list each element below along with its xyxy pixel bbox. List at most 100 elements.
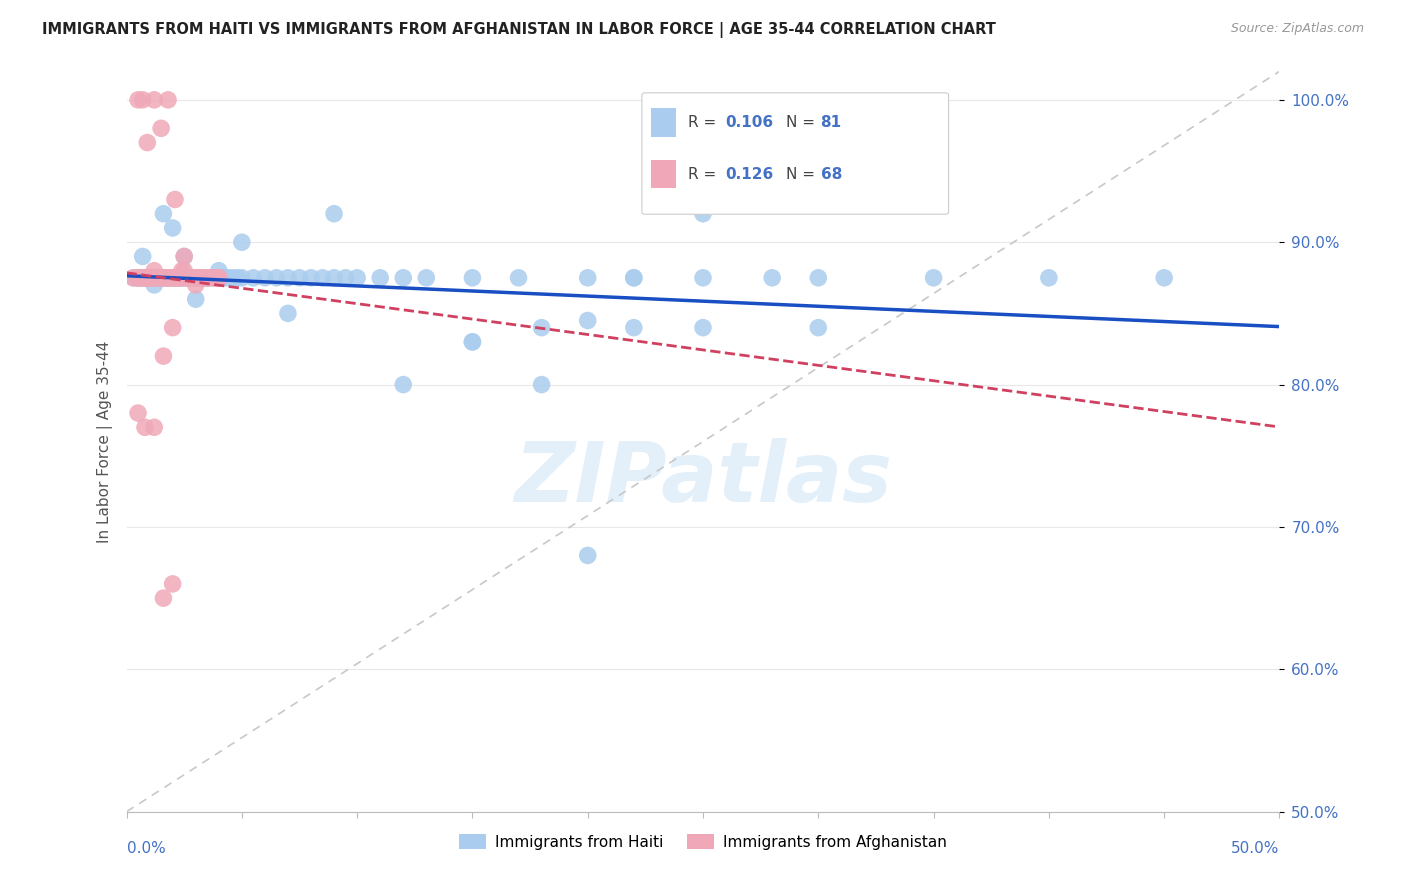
Point	[134, 270, 156, 285]
Point	[145, 270, 167, 285]
Point	[368, 270, 391, 285]
Point	[198, 270, 221, 285]
Point	[138, 270, 160, 285]
Point	[508, 270, 530, 285]
Point	[155, 270, 177, 285]
Point	[692, 207, 714, 221]
Point	[166, 270, 188, 285]
Point	[150, 270, 173, 285]
Point	[461, 334, 484, 349]
Point	[623, 270, 645, 285]
Point	[184, 270, 207, 285]
Point	[195, 270, 218, 285]
Point	[169, 270, 191, 285]
Point	[143, 270, 166, 285]
Text: 0.0%: 0.0%	[127, 841, 166, 856]
Text: 0.106: 0.106	[725, 115, 773, 130]
Point	[162, 221, 184, 235]
Point	[208, 270, 231, 285]
Point	[277, 270, 299, 285]
Point	[148, 270, 170, 285]
Point	[173, 270, 195, 285]
Point	[202, 270, 225, 285]
Point	[180, 270, 202, 285]
Point	[188, 270, 211, 285]
FancyBboxPatch shape	[651, 161, 676, 188]
Point	[127, 270, 149, 285]
Point	[170, 263, 193, 277]
Point	[141, 270, 163, 285]
Point	[195, 270, 218, 285]
Point	[173, 249, 195, 264]
Point	[311, 270, 333, 285]
Point	[157, 270, 180, 285]
Point	[152, 270, 174, 285]
Point	[152, 349, 174, 363]
Point	[392, 270, 415, 285]
Point	[159, 270, 181, 285]
Point	[143, 93, 166, 107]
Point	[131, 270, 153, 285]
Point	[173, 270, 195, 285]
Point	[152, 591, 174, 606]
Point	[184, 277, 207, 292]
Point	[173, 249, 195, 264]
Point	[208, 270, 231, 285]
Point	[143, 420, 166, 434]
Point	[184, 270, 207, 285]
Point	[134, 270, 156, 285]
Point	[138, 270, 160, 285]
Point	[208, 270, 231, 285]
Point	[163, 270, 186, 285]
Point	[162, 577, 184, 591]
Point	[173, 263, 195, 277]
Point	[221, 270, 243, 285]
Point	[1153, 270, 1175, 285]
Point	[188, 270, 211, 285]
Point	[623, 270, 645, 285]
Point	[131, 93, 153, 107]
Point	[226, 270, 249, 285]
Point	[141, 270, 163, 285]
Point	[177, 270, 200, 285]
Point	[150, 270, 173, 285]
Text: 50.0%: 50.0%	[1232, 841, 1279, 856]
Point	[131, 270, 153, 285]
Text: Source: ZipAtlas.com: Source: ZipAtlas.com	[1230, 22, 1364, 36]
Point	[122, 270, 145, 285]
Text: IMMIGRANTS FROM HAITI VS IMMIGRANTS FROM AFGHANISTAN IN LABOR FORCE | AGE 35-44 : IMMIGRANTS FROM HAITI VS IMMIGRANTS FROM…	[42, 22, 995, 38]
Y-axis label: In Labor Force | Age 35-44: In Labor Force | Age 35-44	[97, 341, 112, 542]
Point	[202, 270, 225, 285]
Point	[131, 249, 153, 264]
Point	[176, 270, 198, 285]
Text: 0.126: 0.126	[725, 167, 773, 182]
Point	[163, 270, 186, 285]
Point	[184, 292, 207, 306]
Point	[323, 270, 346, 285]
Point	[461, 334, 484, 349]
Point	[1038, 270, 1060, 285]
Point	[138, 270, 160, 285]
Point	[184, 270, 207, 285]
Point	[299, 270, 322, 285]
Point	[136, 270, 159, 285]
Point	[170, 270, 193, 285]
Point	[134, 270, 156, 285]
Point	[155, 270, 177, 285]
Point	[576, 549, 599, 563]
Point	[392, 377, 415, 392]
Point	[217, 270, 239, 285]
Point	[162, 270, 184, 285]
Point	[194, 270, 217, 285]
Point	[122, 270, 145, 285]
Point	[163, 193, 186, 207]
Point	[169, 270, 191, 285]
Point	[143, 270, 166, 285]
Point	[195, 270, 218, 285]
Text: 68: 68	[821, 167, 842, 182]
Point	[180, 270, 202, 285]
FancyBboxPatch shape	[651, 109, 676, 136]
Point	[159, 270, 181, 285]
Point	[152, 207, 174, 221]
Point	[761, 270, 783, 285]
